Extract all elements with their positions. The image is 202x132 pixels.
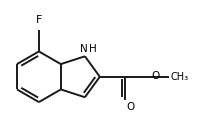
Text: CH₃: CH₃: [170, 72, 188, 82]
Text: H: H: [89, 44, 97, 54]
Text: F: F: [36, 15, 42, 25]
Text: O: O: [126, 102, 134, 112]
Text: N: N: [80, 44, 88, 54]
Text: O: O: [152, 71, 160, 81]
